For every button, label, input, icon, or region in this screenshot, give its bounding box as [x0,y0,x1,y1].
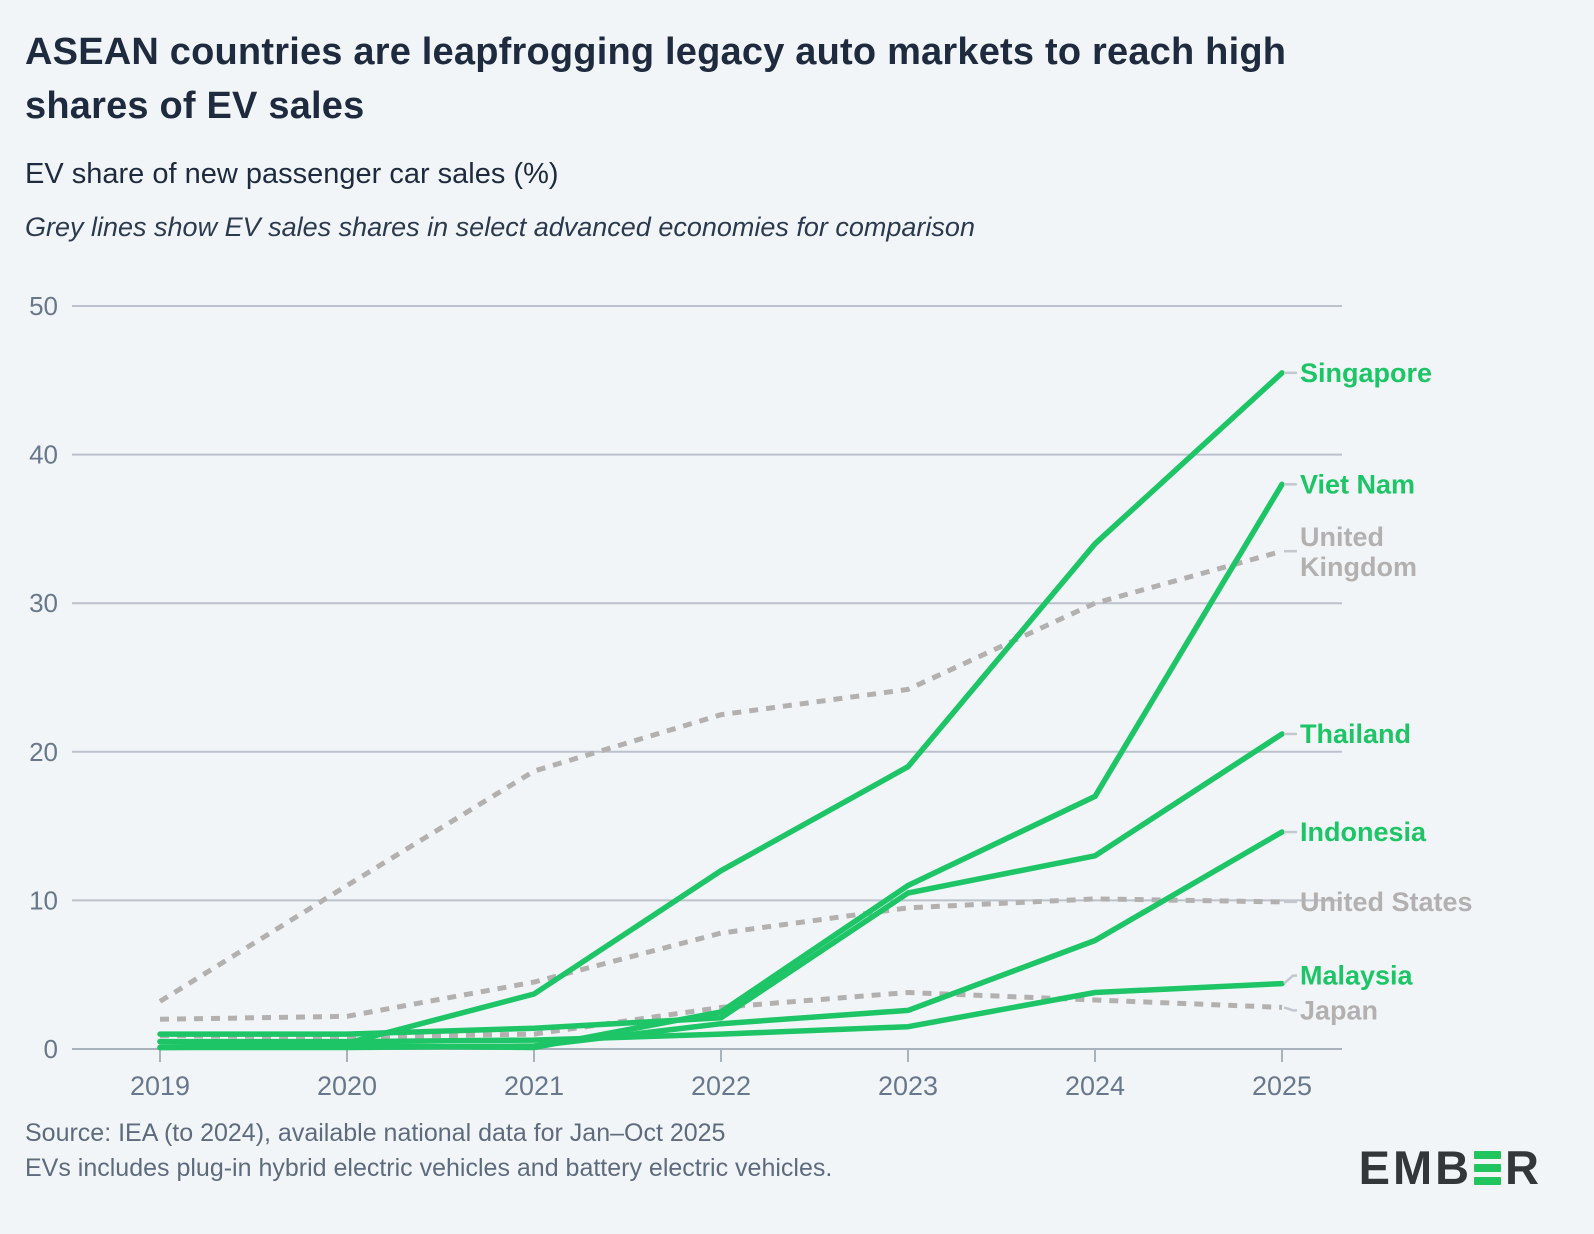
title-line-2: shares of EV sales [25,84,365,127]
series-label-japan: Japan [1300,995,1378,1025]
chart-subtitle: EV share of new passenger car sales (%) [25,158,559,190]
y-tick-label-10: 10 [29,885,58,915]
series-line-malaysia [157,980,1285,1045]
label-leader-japan [1283,1006,1297,1012]
series-label-indonesia: Indonesia [1300,817,1427,847]
series-line-united-states [159,896,1283,1022]
series-line-viet-nam [157,481,1285,1051]
series-label-singapore: Singapore [1300,358,1432,388]
y-tick-label-30: 30 [29,588,58,618]
source-line-1: Source: IEA (to 2024), available nationa… [25,1119,726,1147]
x-tick-label-2024: 2024 [1065,1071,1125,1101]
source-line-2: EVs includes plug-in hybrid electric veh… [25,1153,833,1182]
series-line-thailand [157,731,1285,1037]
x-tick-label-2023: 2023 [878,1071,938,1101]
label-leader-malaysia [1283,974,1297,985]
series-line-indonesia [157,829,1285,1051]
page-title: ASEAN countries are leapfrogging legacy … [25,26,1565,134]
series-line-united-kingdom [158,548,1283,1004]
x-tick-label-2021: 2021 [504,1071,564,1101]
y-tick-label-50: 50 [29,291,58,321]
chart-note: Grey lines show EV sales shares in selec… [25,212,975,242]
x-tick-label-2019: 2019 [130,1071,190,1101]
series-label-united-states: United States [1300,887,1473,917]
y-tick-label-40: 40 [29,440,58,470]
logo-e-bars-icon [1474,1150,1502,1185]
ember-logo: EMB R [1359,1140,1542,1195]
y-tick-label-20: 20 [29,737,58,767]
source-note: Source: IEA (to 2024), available nationa… [25,1116,832,1185]
y-tick-label-0: 0 [44,1034,58,1064]
series-label-viet-nam: Viet Nam [1300,469,1415,499]
series-label-thailand: Thailand [1300,719,1411,749]
x-tick-label-2020: 2020 [317,1071,377,1101]
series-line-singapore [157,370,1285,1046]
logo-text-pre: EMB [1358,1141,1473,1194]
series-label-malaysia: Malaysia [1300,961,1414,991]
logo-text-post: R [1505,1141,1542,1194]
series-label-united-kingdom: United Kingdom [1300,522,1417,582]
x-tick-label-2022: 2022 [691,1071,751,1101]
title-line-1: ASEAN countries are leapfrogging legacy … [25,31,1287,73]
series-line-japan [159,990,1283,1040]
x-tick-label-2025: 2025 [1252,1071,1312,1101]
